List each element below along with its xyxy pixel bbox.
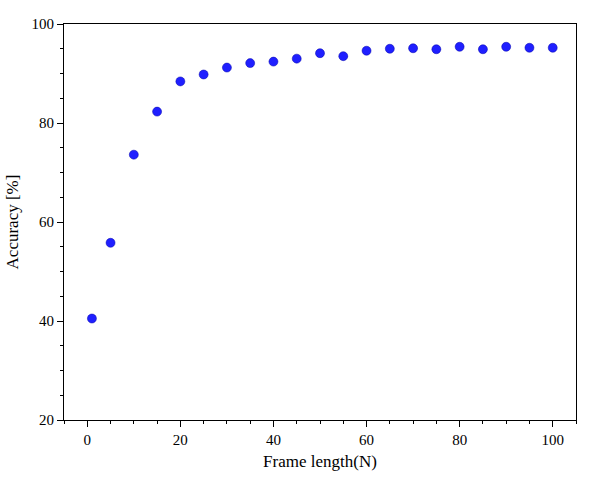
svg-text:100: 100	[541, 432, 564, 448]
svg-text:100: 100	[32, 16, 55, 32]
svg-text:Accuracy [%]: Accuracy [%]	[3, 175, 22, 270]
svg-text:60: 60	[359, 432, 374, 448]
svg-text:40: 40	[266, 432, 281, 448]
svg-text:Frame length(N): Frame length(N)	[263, 452, 377, 471]
svg-text:20: 20	[39, 412, 54, 428]
svg-text:60: 60	[39, 214, 54, 230]
svg-text:80: 80	[452, 432, 467, 448]
svg-text:0: 0	[84, 432, 92, 448]
svg-text:80: 80	[39, 115, 54, 131]
svg-text:20: 20	[173, 432, 188, 448]
svg-text:40: 40	[39, 313, 54, 329]
